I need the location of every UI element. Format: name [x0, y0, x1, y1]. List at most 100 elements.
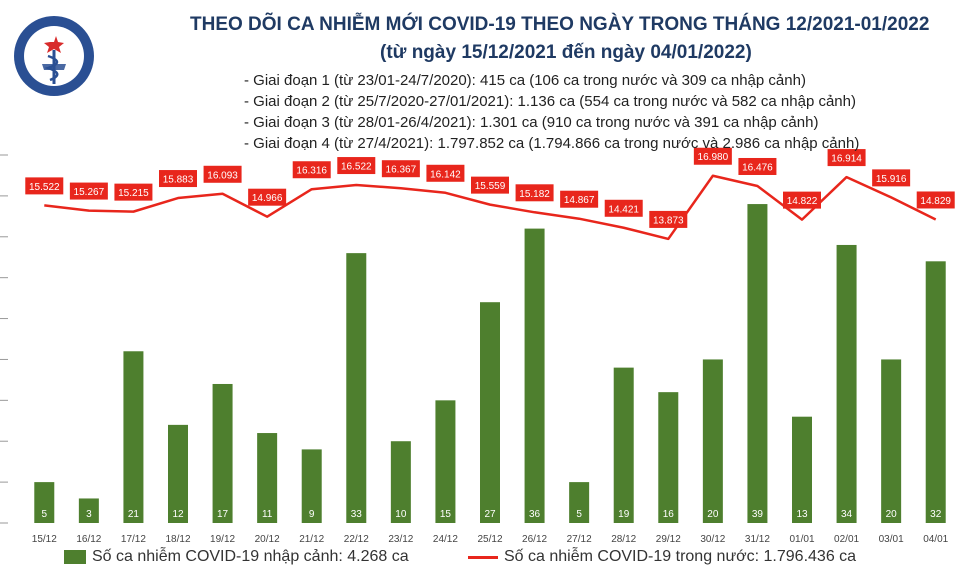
line-label-box — [916, 191, 955, 209]
x-tick-label: 01/01 — [789, 534, 814, 545]
line-value-label: 14.966 — [248, 188, 287, 206]
line-value-label: 15.215 — [114, 183, 153, 201]
x-tick-label: 29/12 — [656, 534, 681, 545]
line-label-box — [69, 182, 108, 200]
line-label-box — [560, 190, 599, 208]
bar-value-label: 19 — [618, 509, 630, 520]
line-value-label: 15.883 — [159, 170, 197, 188]
line-value-label: 14.822 — [783, 191, 821, 209]
bar — [747, 204, 768, 524]
line-value-label: 15.559 — [471, 176, 509, 194]
bar-value-label: 10 — [395, 509, 407, 520]
legend-bar: Số ca nhiễm COVID-19 nhập cảnh: 4.268 ca — [64, 548, 409, 566]
y-axis-ticks — [0, 154, 8, 524]
bar — [792, 416, 812, 523]
line-value-label: 15.267 — [69, 182, 108, 200]
line-label-text: 14.867 — [564, 195, 595, 206]
line-label-box — [203, 165, 242, 183]
line-label-box — [159, 170, 197, 188]
bar — [925, 261, 946, 523]
ministry-logo — [12, 14, 96, 98]
line-value-label: 16.476 — [738, 157, 777, 175]
line-value-label: 14.421 — [604, 199, 643, 217]
line-label-box — [604, 199, 643, 217]
x-tick-label: 16/12 — [76, 534, 101, 545]
bar-value-label: 36 — [529, 509, 541, 520]
x-tick-label: 26/12 — [522, 534, 547, 545]
line-label-text: 16.093 — [207, 170, 238, 181]
line-label-text: 14.829 — [920, 196, 951, 207]
x-tick-label: 25/12 — [477, 534, 502, 545]
bar-value-label: 15 — [440, 509, 452, 520]
line-label-text: 14.822 — [787, 196, 818, 207]
line-label-text: 15.267 — [74, 187, 105, 198]
x-tick-label: 04/01 — [923, 534, 948, 545]
line-label-box — [872, 169, 911, 187]
line-label-box — [471, 176, 509, 194]
line-label-text: 15.883 — [163, 175, 194, 186]
bar — [168, 424, 188, 523]
line-value-label: 15.522 — [25, 177, 64, 195]
bar-value-label: 34 — [841, 509, 853, 520]
x-tick-label: 21/12 — [299, 534, 324, 545]
bar-value-label: 3 — [86, 509, 92, 520]
bar — [881, 359, 902, 523]
bar — [613, 367, 634, 523]
line-label-text: 14.966 — [252, 193, 283, 204]
line-label-text: 16.522 — [341, 162, 372, 173]
line-label-text: 13.873 — [653, 215, 684, 226]
bar-value-label: 13 — [796, 509, 808, 520]
line-label-text: 16.914 — [831, 154, 862, 165]
line-label-box — [783, 191, 821, 209]
line-label-box — [337, 157, 376, 175]
legend-line-label: Số ca nhiễm COVID-19 trong nước: 1.796.4… — [504, 548, 857, 565]
phase-3-summary: - Giai đoạn 3 (từ 28/01-26/4/2021): 1.30… — [244, 114, 819, 131]
bar — [702, 359, 723, 523]
line-series: 15.522 15.267 15.215 15.883 16.093 14.966 16.3… — [25, 147, 955, 241]
line-value-label: 16.093 — [203, 165, 242, 183]
bar-value-label: 11 — [262, 509, 273, 520]
bar — [123, 351, 144, 523]
x-tick-label: 27/12 — [567, 534, 592, 545]
line-label-text: 15.559 — [475, 181, 506, 192]
bar-value-label: 20 — [886, 509, 898, 520]
bar — [78, 498, 99, 523]
bar-value-label: 27 — [484, 509, 496, 520]
phase-summary-list: - Giai đoạn 1 (từ 23/01-24/7/2020): 415 … — [244, 70, 859, 154]
bar — [390, 441, 411, 523]
bar-series: 5 3 21 12 17 11 9 33 10 15 27 36 5 19 16 20 39 13 34 20 32 — [34, 204, 946, 524]
line-label-text: 15.182 — [519, 189, 550, 200]
line-label-text: 16.367 — [386, 165, 417, 176]
phase-2-summary: - Giai đoạn 2 (từ 25/7/2020-27/01/2021):… — [244, 93, 856, 110]
bar — [34, 482, 55, 523]
legend-bar-label: Số ca nhiễm COVID-19 nhập cảnh: 4.268 ca — [92, 548, 409, 565]
line-label-box — [827, 149, 866, 167]
line-value-label: 16.522 — [337, 157, 376, 175]
line-value-label: 16.914 — [827, 149, 866, 167]
bar-value-label: 20 — [707, 509, 719, 520]
bar — [301, 449, 322, 523]
line-label-text: 15.916 — [876, 174, 907, 185]
x-tick-label: 19/12 — [210, 534, 235, 545]
legend-bar-swatch — [64, 550, 86, 564]
line-label-box — [248, 188, 287, 206]
line-label-box — [25, 177, 64, 195]
bar — [346, 253, 367, 523]
line-value-label: 16.367 — [381, 160, 420, 178]
line-label-box — [693, 147, 732, 165]
x-tick-label: 24/12 — [433, 534, 458, 545]
bar-value-label: 12 — [172, 509, 184, 520]
bar — [480, 302, 500, 523]
chart-subtitle: (từ ngày 15/12/2021 đến ngày 04/01/2022) — [380, 42, 752, 63]
bar-value-label: 32 — [930, 509, 942, 520]
bar-value-label: 16 — [663, 509, 675, 520]
chart-title: THEO DÕI CA NHIỄM MỚI COVID-19 THEO NGÀY… — [190, 14, 930, 35]
line-label-text: 16.476 — [742, 162, 773, 173]
line-label-box — [426, 164, 465, 182]
bar — [435, 400, 456, 523]
line-label-box — [114, 183, 153, 201]
line-value-label: 15.182 — [515, 184, 554, 202]
bar-value-label: 21 — [128, 509, 140, 520]
line-label-text: 16.316 — [296, 166, 327, 177]
line-label-text: 15.215 — [118, 188, 149, 199]
